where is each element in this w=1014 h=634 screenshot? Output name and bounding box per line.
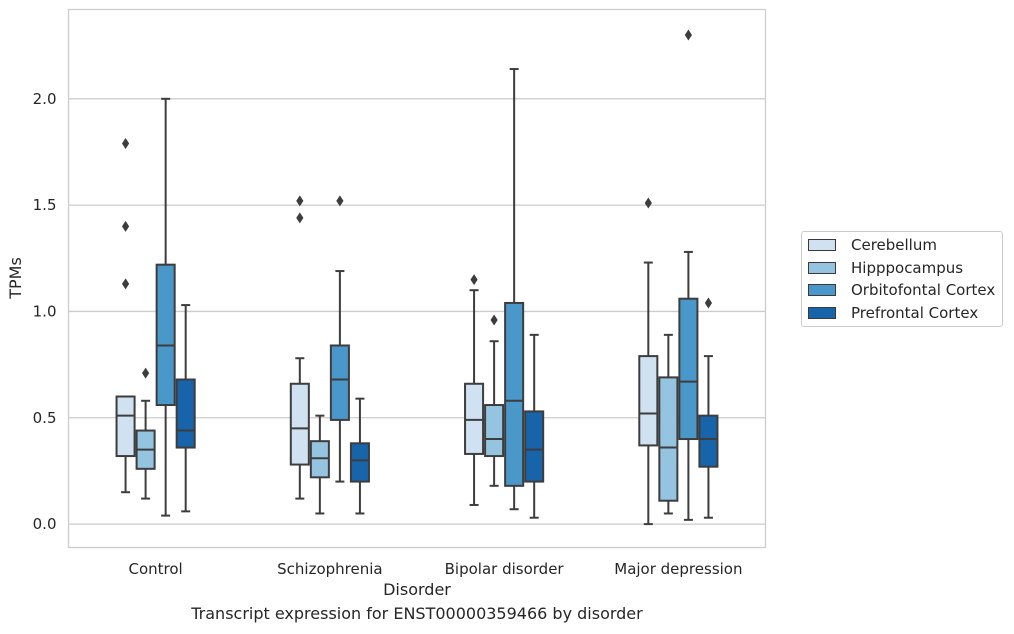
x-tick-label: Control: [129, 560, 183, 578]
box: [464, 382, 485, 455]
box-group: [504, 68, 525, 511]
box-group: [638, 197, 659, 526]
legend-swatch-orbitofrontal-cortex: [808, 284, 836, 296]
box: [289, 382, 310, 466]
box-group: [175, 304, 196, 513]
figure-caption: Transcript expression for ENST0000035946…: [191, 604, 643, 623]
box: [504, 301, 525, 487]
outlier-point: [121, 137, 130, 149]
outlier-point: [490, 314, 498, 326]
box-group: [698, 297, 719, 519]
box: [175, 378, 196, 449]
outlier-point: [121, 278, 130, 290]
box: [115, 395, 136, 458]
legend-label-orbitofrontal-cortex: Orbitofontal Cortex: [851, 281, 996, 299]
box-plots: [115, 29, 719, 526]
y-tick-labels: 0.0 0.5 1.0 1.5 2.0: [33, 90, 57, 533]
box: [658, 376, 679, 502]
box-group: [464, 274, 485, 506]
box-group: [309, 414, 330, 515]
box-group: [678, 29, 699, 521]
legend-item-prefrontal-cortex: Prefrontal Cortex: [808, 303, 978, 323]
box: [638, 355, 659, 447]
legend: Cerebellum Hipppocampus Orbitofontal Cor…: [801, 231, 1003, 327]
box-group: [155, 97, 176, 517]
x-axis-label: Disorder: [383, 580, 451, 599]
outlier-point: [684, 29, 692, 41]
box-group: [349, 397, 370, 515]
box-group: [524, 333, 545, 519]
box: [349, 442, 370, 483]
x-tick-labels: Control Schizophrenia Bipolar disorder Majo…: [129, 560, 743, 578]
outlier-point: [142, 367, 150, 379]
x-tick-label: Schizophrenia: [277, 560, 382, 578]
outlier-point: [644, 197, 652, 209]
outlier-point: [336, 195, 344, 207]
y-tick-label: 1.5: [33, 196, 57, 214]
outlier-point: [470, 274, 478, 286]
box-group: [135, 367, 156, 500]
box: [155, 263, 176, 407]
box: [678, 297, 699, 441]
legend-item-orbitofrontal-cortex: Orbitofontal Cortex: [808, 280, 995, 300]
legend-swatch-hippocampus: [808, 262, 836, 274]
box: [484, 404, 505, 458]
y-tick-label: 1.0: [33, 302, 57, 320]
x-tick-label: Bipolar disorder: [445, 560, 565, 578]
y-tick-label: 2.0: [33, 90, 57, 108]
box-group: [484, 314, 505, 487]
legend-swatch-prefrontal-cortex: [808, 307, 836, 319]
legend-label-cerebellum: Cerebellum: [851, 236, 937, 254]
box: [698, 414, 719, 468]
box: [329, 344, 350, 421]
plot-frame: [67, 8, 767, 549]
legend-label-hippocampus: Hipppocampus: [851, 259, 964, 277]
box-group: [289, 195, 310, 500]
outlier-point: [704, 297, 713, 309]
y-tick-label: 0.0: [33, 515, 57, 533]
outlier-point: [121, 220, 130, 232]
x-tick-label: Major depression: [614, 560, 742, 578]
legend-swatch-cerebellum: [808, 239, 836, 251]
outlier-point: [296, 212, 304, 224]
legend-item-hippocampus: Hipppocampus: [808, 258, 963, 278]
box-group: [115, 137, 136, 494]
y-tick-label: 0.5: [33, 409, 57, 427]
y-axis-label: TPMs: [6, 257, 25, 300]
legend-label-prefrontal-cortex: Prefrontal Cortex: [851, 304, 979, 322]
box-group: [329, 195, 350, 483]
box-group: [658, 333, 679, 515]
box: [309, 440, 330, 479]
legend-item-cerebellum: Cerebellum: [808, 235, 937, 255]
box: [524, 410, 545, 483]
outlier-point: [296, 195, 304, 207]
